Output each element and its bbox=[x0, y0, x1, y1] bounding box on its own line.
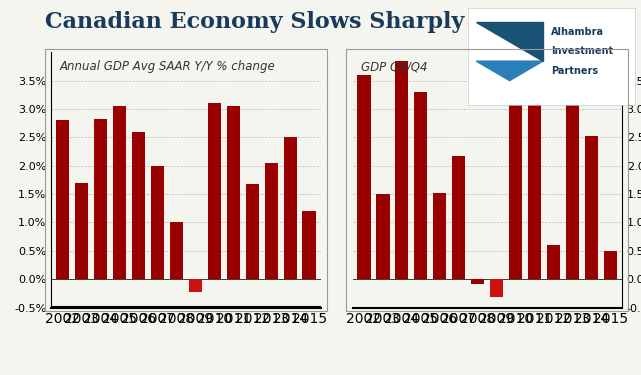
Text: Investment: Investment bbox=[551, 46, 613, 56]
Bar bbox=[509, 74, 522, 279]
Polygon shape bbox=[476, 22, 543, 61]
Bar bbox=[94, 119, 107, 279]
Bar bbox=[490, 279, 503, 297]
Bar bbox=[357, 75, 370, 279]
Text: GDP Q4/Q4: GDP Q4/Q4 bbox=[361, 60, 427, 73]
Bar bbox=[265, 163, 278, 279]
Bar bbox=[132, 132, 145, 279]
Bar bbox=[151, 166, 164, 279]
Bar bbox=[188, 279, 202, 292]
Text: Partners: Partners bbox=[551, 66, 599, 76]
Bar bbox=[246, 184, 259, 279]
Bar bbox=[547, 245, 560, 279]
Bar bbox=[376, 194, 390, 279]
Polygon shape bbox=[476, 61, 543, 81]
Bar bbox=[528, 102, 541, 279]
Bar bbox=[433, 193, 446, 279]
Bar bbox=[208, 104, 221, 279]
Bar bbox=[170, 222, 183, 279]
Bar bbox=[604, 251, 617, 279]
Text: Canadian Economy Slows Sharply: Canadian Economy Slows Sharply bbox=[45, 11, 464, 33]
Bar bbox=[471, 279, 485, 284]
Bar bbox=[585, 136, 598, 279]
Text: Alhambra: Alhambra bbox=[551, 27, 604, 37]
Text: Annual GDP Avg SAAR Y/Y % change: Annual GDP Avg SAAR Y/Y % change bbox=[60, 60, 275, 73]
Bar bbox=[227, 106, 240, 279]
Bar bbox=[566, 102, 579, 279]
Bar bbox=[113, 106, 126, 279]
Bar bbox=[283, 138, 297, 279]
Bar bbox=[75, 183, 88, 279]
Bar bbox=[395, 61, 408, 279]
Bar bbox=[414, 92, 428, 279]
Bar bbox=[303, 211, 316, 279]
Bar bbox=[56, 120, 69, 279]
Bar bbox=[452, 156, 465, 279]
